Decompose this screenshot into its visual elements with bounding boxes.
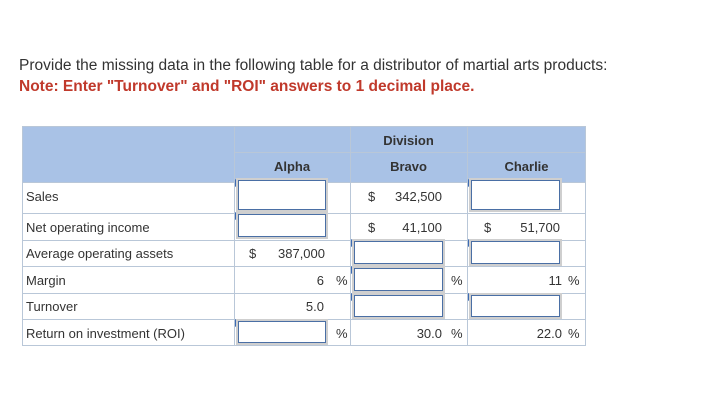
percent-sign: % <box>451 326 463 341</box>
bravo-noi-value: 41,100 <box>402 220 442 235</box>
bravo-roi-value: 30.0 <box>416 326 442 341</box>
charlie-noi-value: 51,700 <box>520 220 560 235</box>
row-label-turnover: Turnover <box>26 299 78 314</box>
alpha-noi-input[interactable] <box>236 212 328 239</box>
dollar-sign: $ <box>484 220 492 235</box>
percent-sign: % <box>336 326 348 341</box>
percent-sign: % <box>451 273 463 288</box>
column-charlie: Charlie <box>504 159 549 174</box>
charlie-margin-value: 11 <box>548 273 563 288</box>
row-label-net-operating-income: Net operating income <box>26 220 150 235</box>
alpha-sales-input[interactable] <box>236 178 328 212</box>
table-header <box>22 126 586 182</box>
decimal-note: Note: Enter "Turnover" and "ROI" answers… <box>19 78 475 95</box>
alpha-turnover-value: 5.0 <box>305 299 324 314</box>
dollar-sign: $ <box>249 246 257 261</box>
instruction-text: Provide the missing data in the followin… <box>19 57 608 74</box>
charlie-sales-input[interactable] <box>469 178 562 212</box>
percent-sign: % <box>568 326 580 341</box>
charlie-assets-input[interactable] <box>469 239 562 266</box>
alpha-assets-value: 387,000 <box>278 246 325 261</box>
bravo-assets-input[interactable] <box>352 239 445 266</box>
division-header: Division <box>383 133 434 148</box>
alpha-roi-input[interactable] <box>236 319 328 345</box>
column-bravo: Bravo <box>390 159 427 174</box>
row-label-margin: Margin <box>26 273 66 288</box>
dollar-sign: $ <box>368 220 376 235</box>
bravo-margin-input[interactable] <box>352 266 445 293</box>
dollar-sign: $ <box>368 189 376 204</box>
division-table: Division Alpha Bravo Charlie Sales Net o… <box>22 126 586 346</box>
percent-sign: % <box>568 273 580 288</box>
bravo-turnover-input[interactable] <box>352 293 445 319</box>
bravo-sales-value: 342,500 <box>395 189 442 204</box>
percent-sign: % <box>336 273 348 288</box>
row-label-roi: Return on investment (ROI) <box>26 326 185 341</box>
alpha-margin-value: 6 <box>316 273 324 288</box>
charlie-turnover-input[interactable] <box>469 293 562 319</box>
column-alpha: Alpha <box>273 159 311 174</box>
charlie-roi-value: 22.0 <box>536 326 562 341</box>
row-label-average-operating-assets: Average operating assets <box>26 246 174 261</box>
row-label-sales: Sales <box>26 189 59 204</box>
